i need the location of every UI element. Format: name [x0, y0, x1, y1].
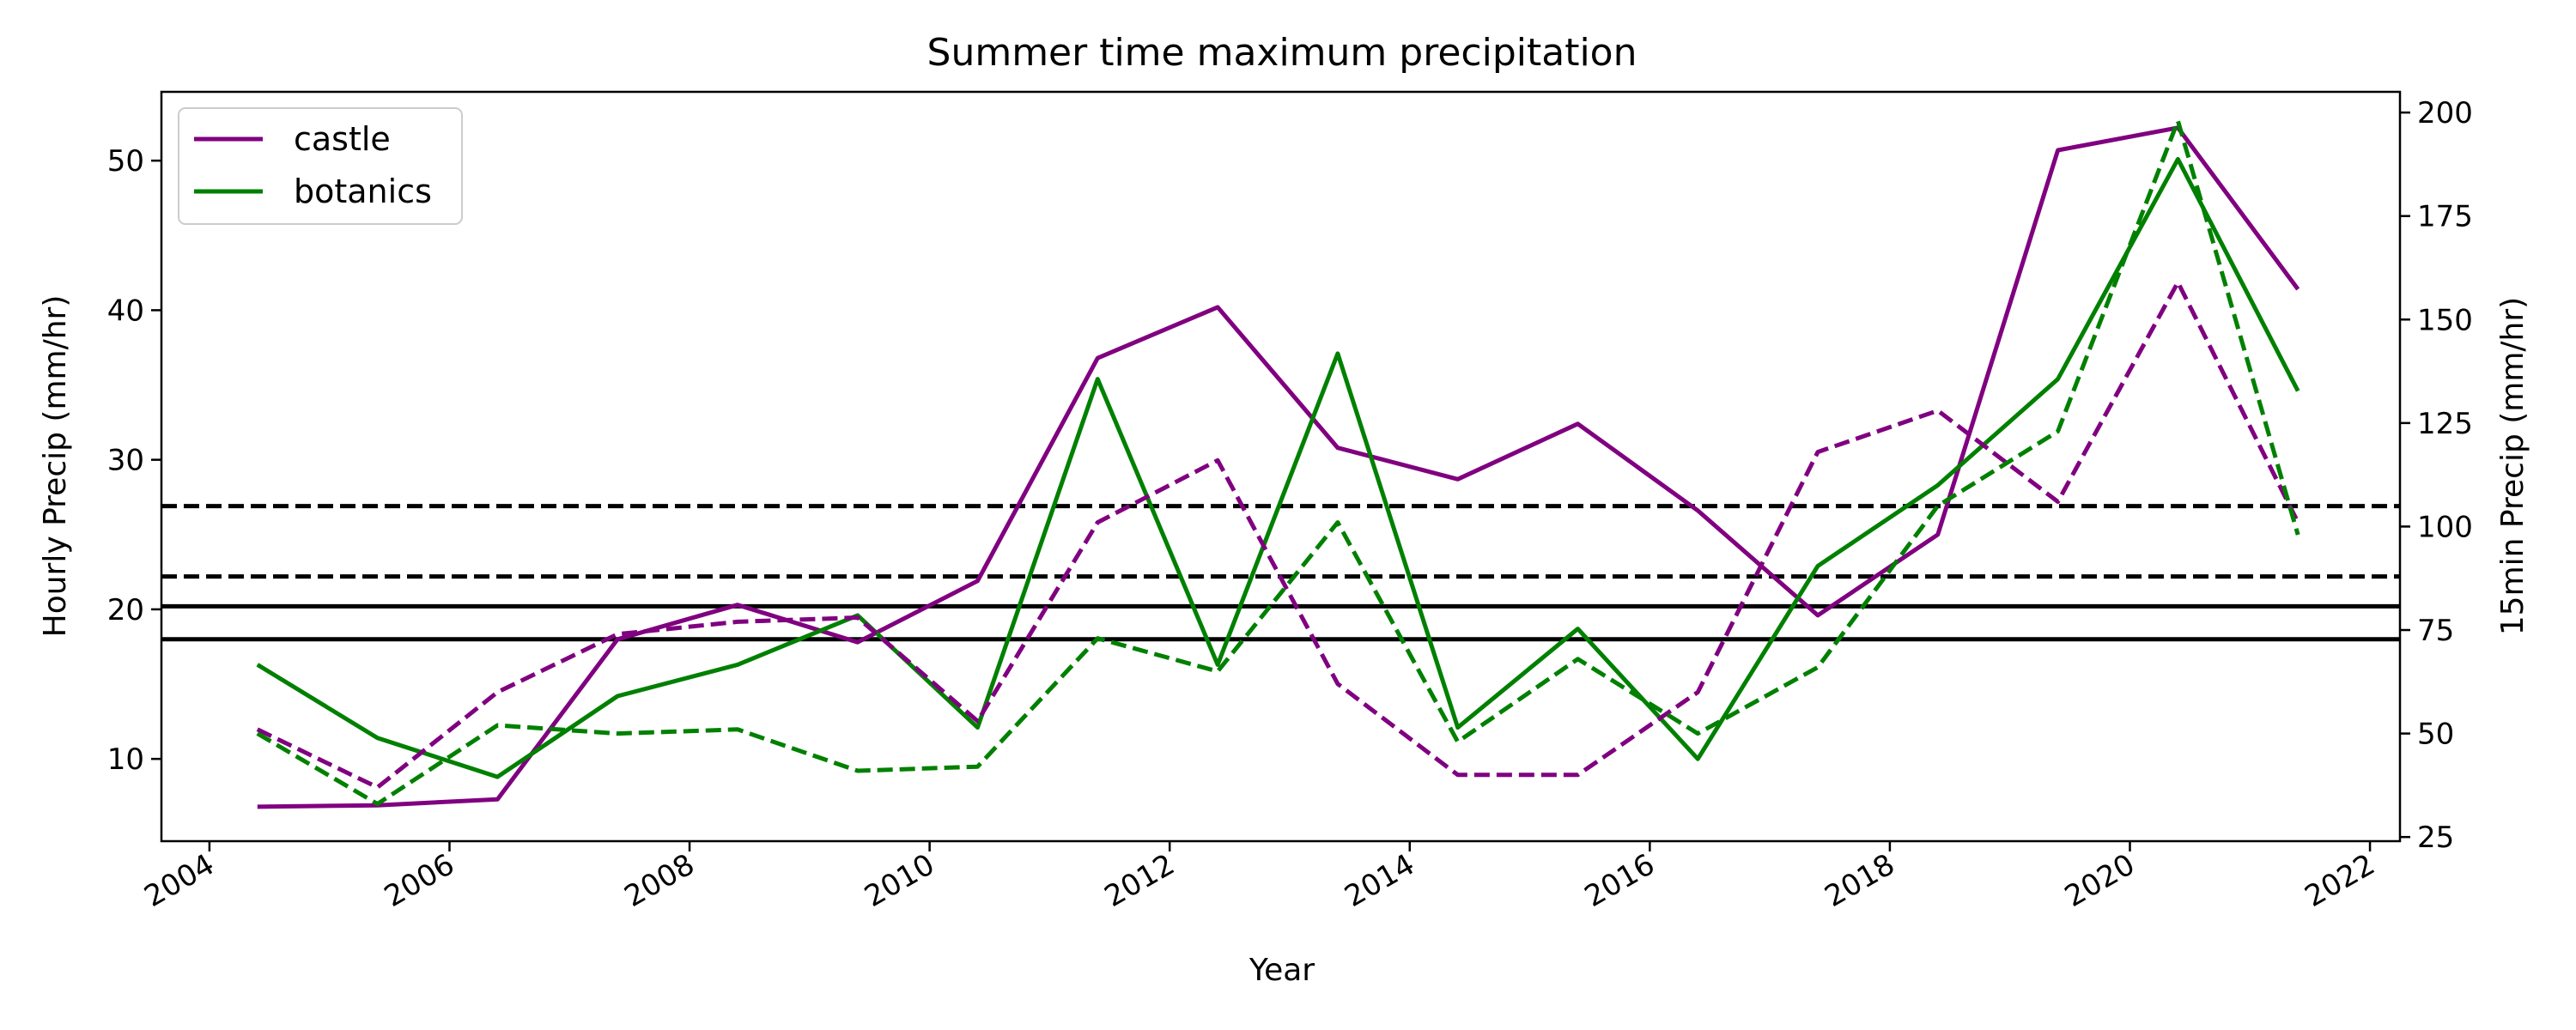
legend: castle botanics [178, 107, 463, 225]
y-left-tick-label: 40 [107, 294, 144, 328]
series-line-castle-15min [256, 280, 2300, 790]
y-right-tick-label: 25 [2417, 821, 2454, 855]
x-tick-label: 2018 [1819, 847, 1900, 914]
y-left-tick-label: 30 [107, 444, 144, 478]
series-line-botanics-hourly [256, 156, 2300, 779]
x-tick-label: 2016 [1579, 847, 1661, 914]
y-right-tick-label: 125 [2417, 407, 2473, 441]
y-right-tick-label: 175 [2417, 200, 2473, 234]
y-right-tick-label: 100 [2417, 510, 2473, 544]
series-line-castle-hourly [257, 125, 2300, 809]
y-right-tick-label: 200 [2417, 96, 2473, 130]
y-left-tick-label: 10 [107, 742, 144, 777]
y-left-tick-label: 20 [107, 593, 144, 627]
plot-frame [160, 90, 2402, 843]
y-right-tick-label: 150 [2417, 303, 2473, 337]
legend-label-castle: castle [294, 120, 391, 158]
x-axis-title: Year [1249, 953, 1315, 988]
x-tick-label: 2014 [1339, 847, 1420, 914]
series-line-botanics-15min [256, 118, 2300, 807]
chart-title: Summer time maximum precipitation [927, 31, 1637, 75]
y-axis-right-title: 15min Precip (mm/hr) [2495, 297, 2530, 635]
y-left-tick-label: 50 [107, 144, 144, 179]
y-axis-left-title: Hourly Precip (mm/hr) [38, 295, 73, 638]
plot-lines [161, 118, 2400, 809]
y-right-tick-label: 50 [2417, 718, 2454, 752]
x-tick-label: 2008 [619, 847, 701, 914]
legend-label-botanics: botanics [294, 173, 432, 210]
x-tick-label: 2012 [1099, 847, 1181, 914]
x-tick-label: 2022 [2300, 847, 2381, 914]
x-tick-label: 2020 [2059, 847, 2141, 914]
x-tick-label: 2006 [379, 847, 460, 914]
y-right-tick-label: 75 [2417, 614, 2454, 648]
x-tick-label: 2004 [138, 847, 220, 914]
x-tick-label: 2010 [859, 847, 940, 914]
